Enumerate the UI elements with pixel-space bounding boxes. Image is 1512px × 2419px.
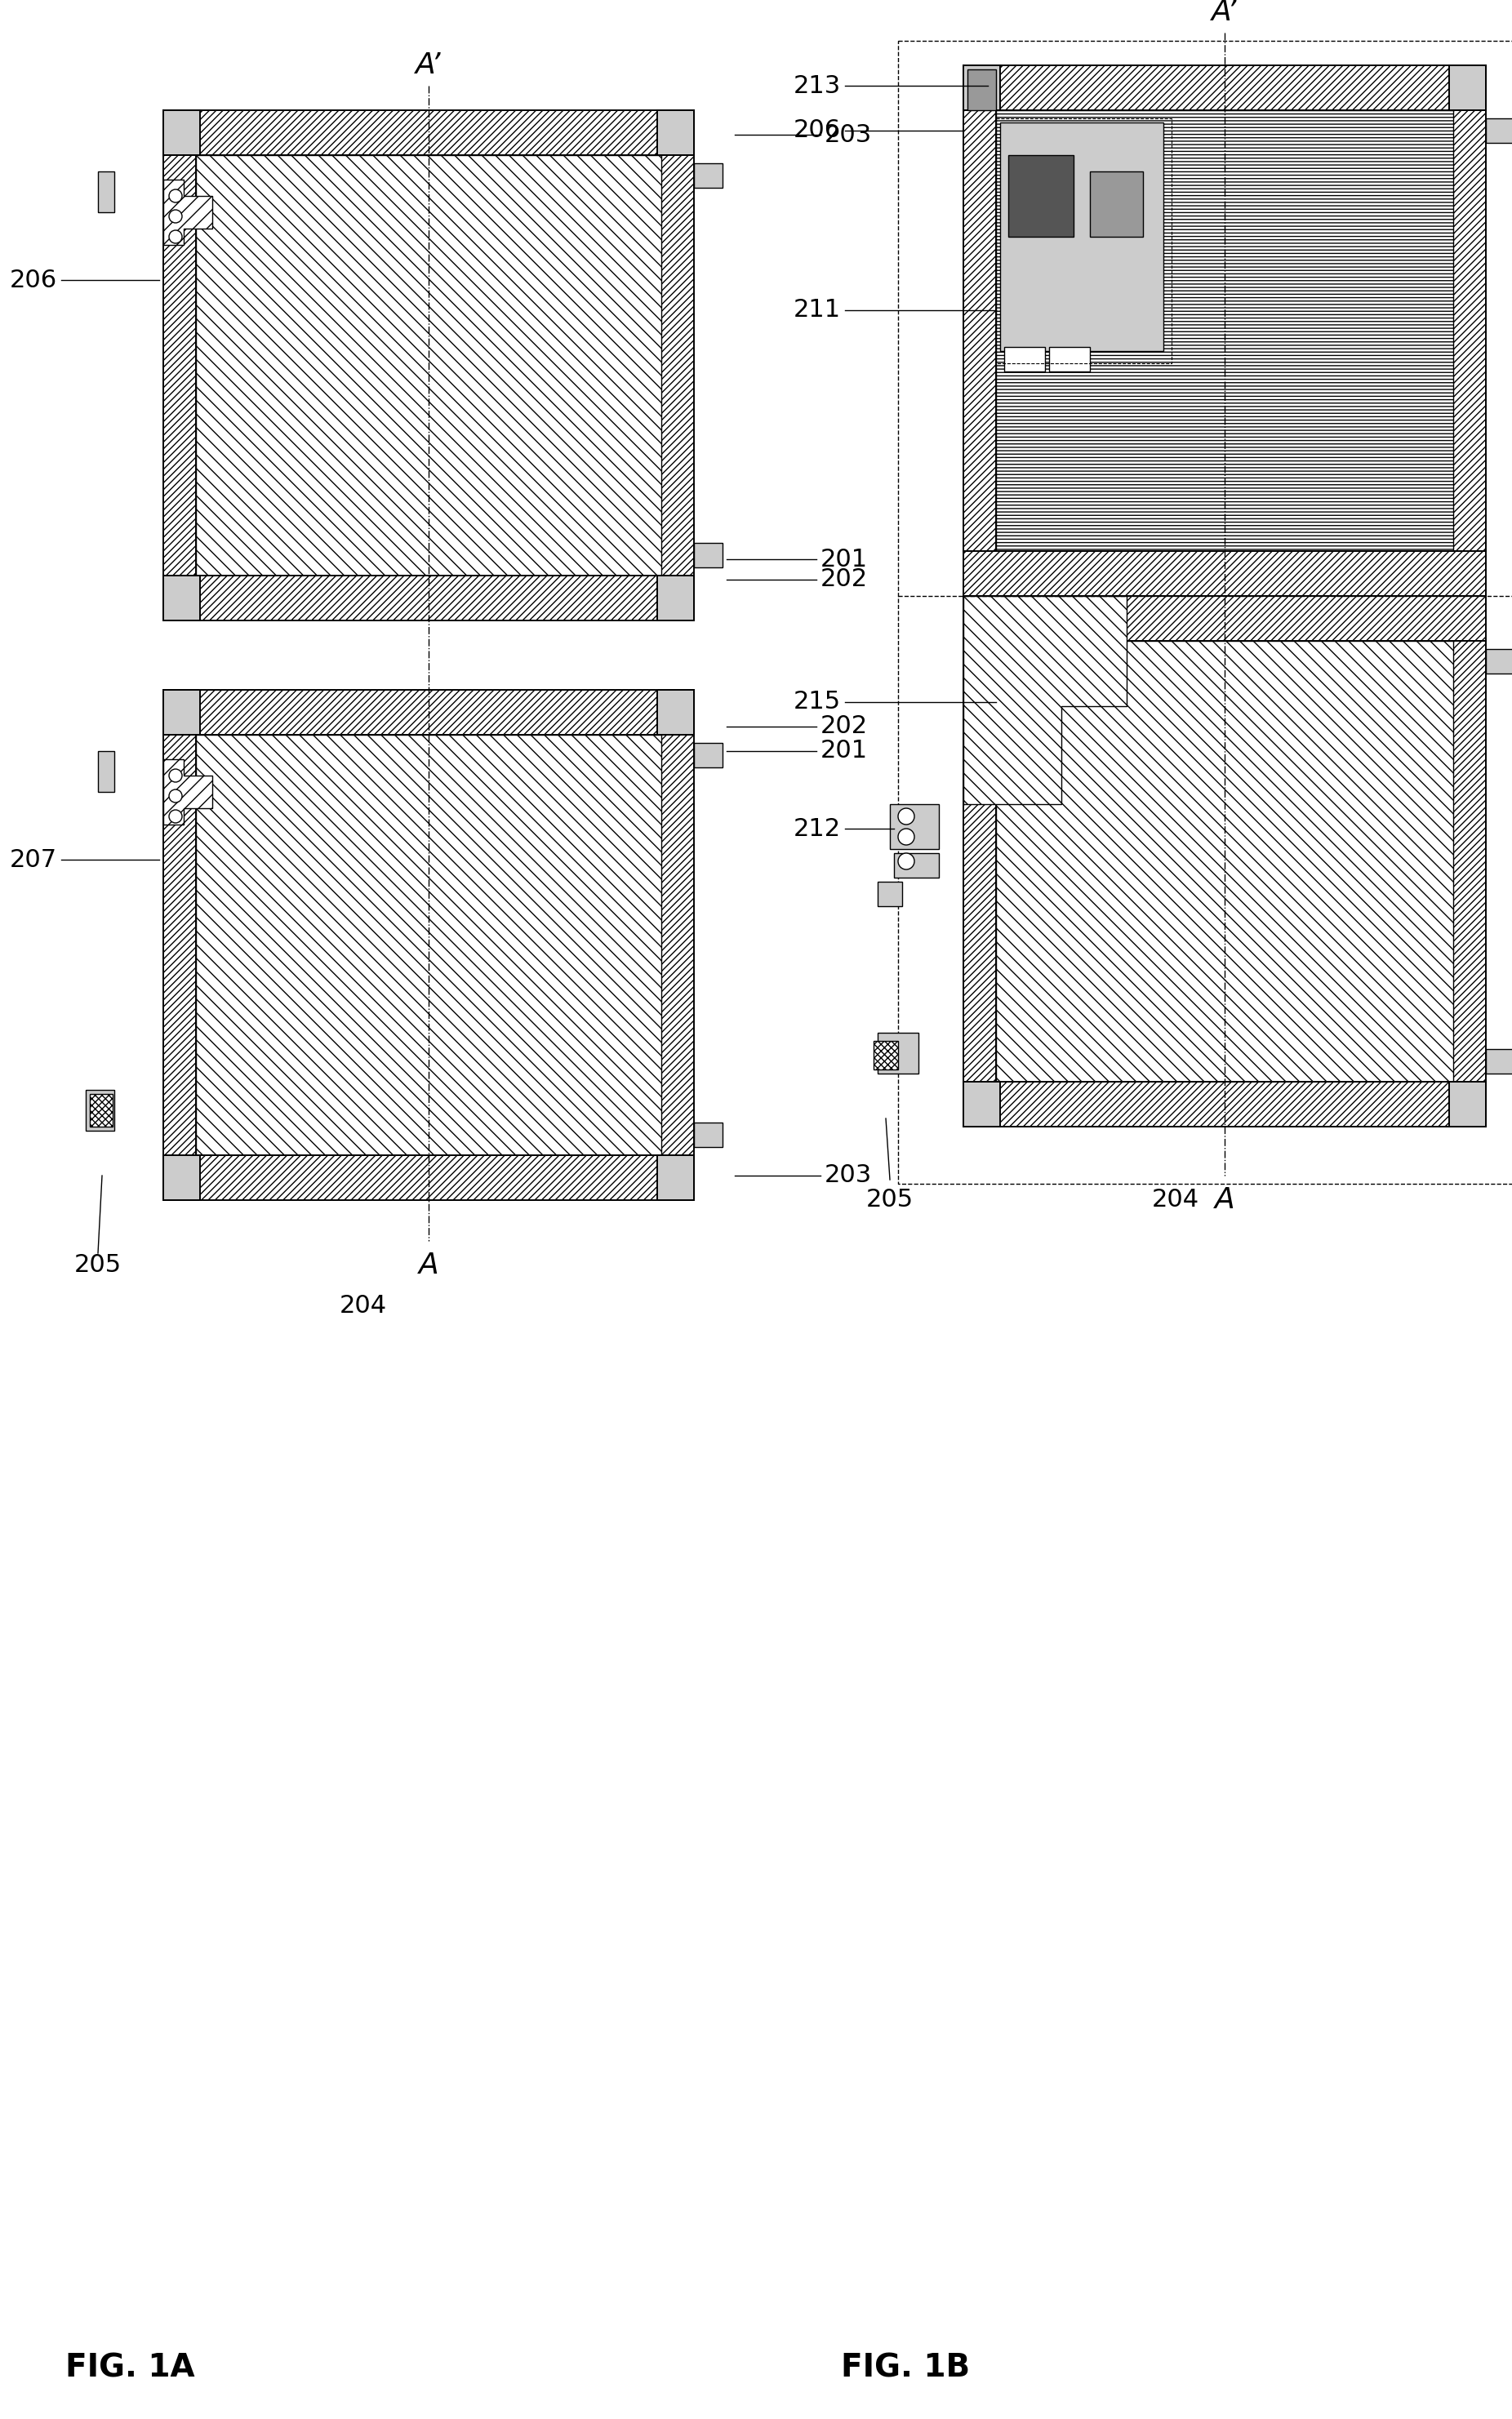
Bar <box>163 1156 200 1200</box>
Bar <box>963 1081 999 1127</box>
Bar <box>877 1033 918 1074</box>
Text: 202: 202 <box>821 568 868 593</box>
Text: 206: 206 <box>9 269 57 293</box>
Bar <box>996 641 1453 1081</box>
Bar <box>694 542 723 568</box>
Text: 201: 201 <box>821 547 868 571</box>
Circle shape <box>898 808 915 825</box>
Circle shape <box>898 854 915 868</box>
Bar <box>963 65 999 111</box>
Bar <box>1453 641 1486 1081</box>
Bar <box>1448 65 1486 111</box>
Bar <box>163 576 694 619</box>
Bar <box>1090 172 1143 237</box>
Bar <box>1453 111 1486 552</box>
Bar <box>98 172 115 213</box>
Text: 204: 204 <box>340 1294 387 1318</box>
Bar <box>694 743 723 767</box>
Circle shape <box>898 830 915 844</box>
Circle shape <box>169 210 181 223</box>
Polygon shape <box>963 595 1126 803</box>
Text: A’: A’ <box>1211 0 1237 27</box>
Text: A: A <box>1214 1185 1235 1214</box>
Text: A: A <box>419 1251 438 1280</box>
Bar <box>968 70 996 111</box>
Text: 213: 213 <box>794 75 841 97</box>
Text: 203: 203 <box>824 123 872 148</box>
Bar <box>661 155 694 576</box>
Bar <box>197 735 661 1156</box>
Bar <box>1486 119 1512 143</box>
Bar <box>1049 346 1090 373</box>
Bar <box>163 689 200 735</box>
Circle shape <box>169 230 181 244</box>
Bar <box>89 1093 113 1127</box>
Bar <box>163 111 694 155</box>
Bar <box>694 1122 723 1147</box>
Bar <box>661 735 694 1156</box>
Bar <box>1448 1081 1486 1127</box>
Text: 204: 204 <box>1152 1188 1199 1212</box>
Text: 207: 207 <box>9 847 57 871</box>
Bar <box>996 119 1172 363</box>
Text: 211: 211 <box>794 298 841 322</box>
Bar <box>98 750 115 791</box>
Bar <box>694 162 723 189</box>
Bar <box>874 1040 898 1069</box>
Bar <box>163 155 197 576</box>
Text: 202: 202 <box>821 714 868 738</box>
Text: FIG. 1B: FIG. 1B <box>841 2351 971 2383</box>
Bar <box>163 689 694 735</box>
Text: 212: 212 <box>794 818 841 839</box>
Bar <box>963 552 1486 595</box>
Text: 201: 201 <box>821 740 868 762</box>
Bar <box>1486 648 1512 672</box>
Bar <box>1004 346 1045 373</box>
Bar <box>658 111 694 155</box>
Text: 205: 205 <box>866 1188 913 1212</box>
Bar <box>163 1156 694 1200</box>
Bar <box>658 576 694 619</box>
Bar <box>963 595 1486 641</box>
Circle shape <box>169 189 181 203</box>
Bar <box>86 1091 115 1130</box>
Bar <box>963 111 996 552</box>
Bar <box>898 41 1512 1183</box>
Circle shape <box>169 789 181 803</box>
Bar <box>1486 1050 1512 1074</box>
Polygon shape <box>163 760 212 825</box>
Bar <box>163 111 200 155</box>
Bar <box>963 65 1486 111</box>
Text: A’: A’ <box>416 51 442 80</box>
Bar <box>996 111 1453 552</box>
Text: FIG. 1A: FIG. 1A <box>65 2351 195 2383</box>
Bar <box>891 803 939 849</box>
Circle shape <box>169 769 181 781</box>
Bar <box>163 576 200 619</box>
Bar <box>658 689 694 735</box>
Bar <box>197 155 661 576</box>
Text: 203: 203 <box>824 1164 872 1188</box>
Bar <box>999 123 1163 351</box>
Text: 215: 215 <box>794 689 841 714</box>
Polygon shape <box>163 179 212 244</box>
Text: 206: 206 <box>794 119 841 143</box>
Text: 205: 205 <box>74 1253 121 1277</box>
Bar <box>894 854 939 878</box>
Bar <box>1009 155 1074 237</box>
Bar <box>877 881 903 907</box>
Circle shape <box>169 810 181 822</box>
Bar <box>963 641 996 1081</box>
Bar <box>963 1081 1486 1127</box>
Bar <box>658 1156 694 1200</box>
Bar <box>163 735 197 1156</box>
